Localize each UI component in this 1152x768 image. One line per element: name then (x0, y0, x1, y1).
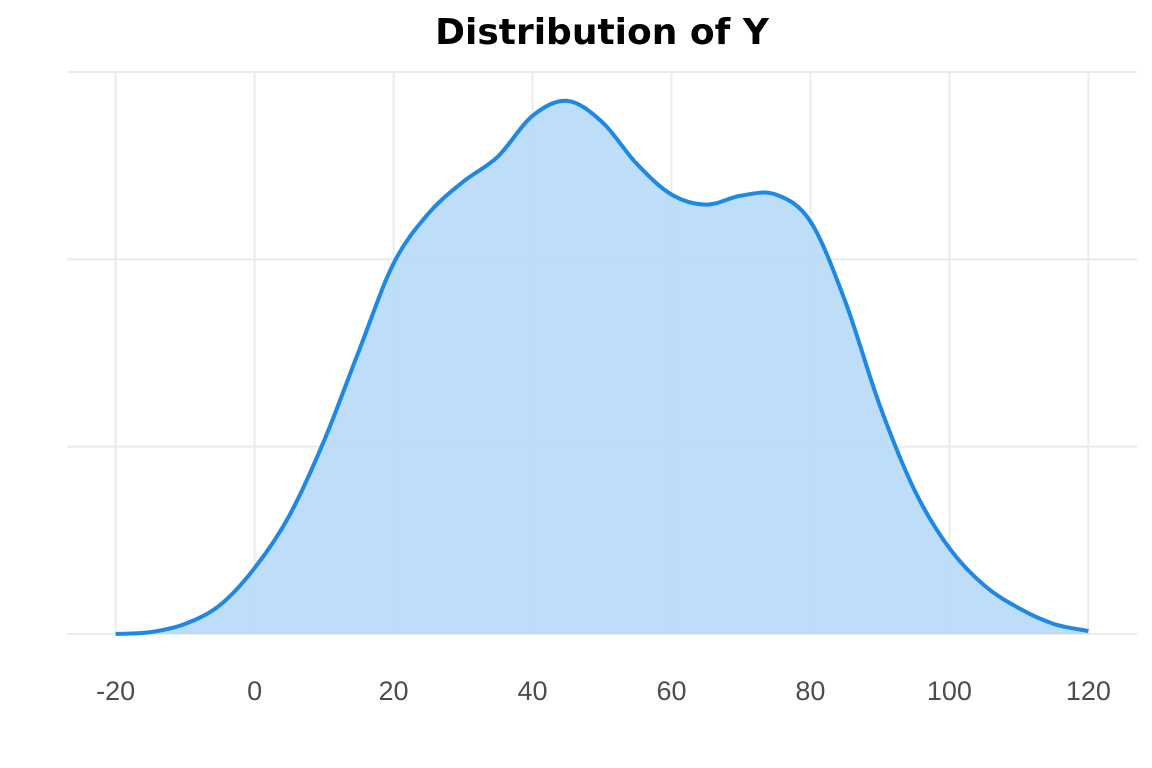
x-tick-label: 20 (379, 676, 409, 706)
x-tick-label: 60 (656, 676, 686, 706)
x-tick-label: 0 (247, 676, 262, 706)
x-tick-label: 100 (927, 676, 972, 706)
x-tick-label: 40 (517, 676, 547, 706)
x-tick-label: 120 (1066, 676, 1111, 706)
chart-title: Distribution of Y (435, 12, 770, 53)
density-area (115, 100, 1089, 634)
x-tick-label: 80 (795, 676, 825, 706)
density-line (115, 98, 1089, 636)
x-tick-label: -20 (96, 676, 135, 706)
